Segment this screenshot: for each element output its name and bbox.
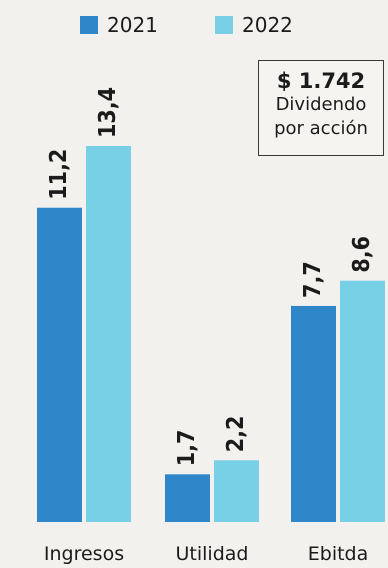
value-label-ingresos-2022: 13,4 <box>95 87 121 138</box>
legend-swatch-2021 <box>80 16 98 34</box>
bar-ebitda-2021 <box>291 305 336 522</box>
bar-ingresos-2021 <box>37 207 82 523</box>
dividend-label: Dividendo por acción <box>274 94 368 139</box>
legend-label-2021: 2021 <box>107 13 158 37</box>
value-label-ingresos-2021: 11,2 <box>46 149 72 200</box>
value-label-utilidad-2021: 1,7 <box>174 430 200 467</box>
legend-label-2022: 2022 <box>242 13 293 37</box>
dividend-callout: $ 1.742 Dividendo por acción <box>258 60 384 156</box>
bar-utilidad-2022 <box>214 460 259 522</box>
value-label-ebitda-2021: 7,7 <box>300 261 326 298</box>
bar-utilidad-2021 <box>165 474 210 522</box>
value-label-utilidad-2022: 2,2 <box>223 416 249 453</box>
category-label-ebitda: Ebitda <box>308 543 369 565</box>
category-label-utilidad: Utilidad <box>176 543 249 565</box>
value-label-ebitda-2022: 8,6 <box>349 236 375 273</box>
category-label-ingresos: Ingresos <box>44 543 124 565</box>
legend-swatch-2022 <box>215 16 233 34</box>
bar-ebitda-2022 <box>340 280 385 522</box>
dividend-value: $ 1.742 <box>276 69 366 93</box>
bar-ingresos-2022 <box>86 146 131 522</box>
